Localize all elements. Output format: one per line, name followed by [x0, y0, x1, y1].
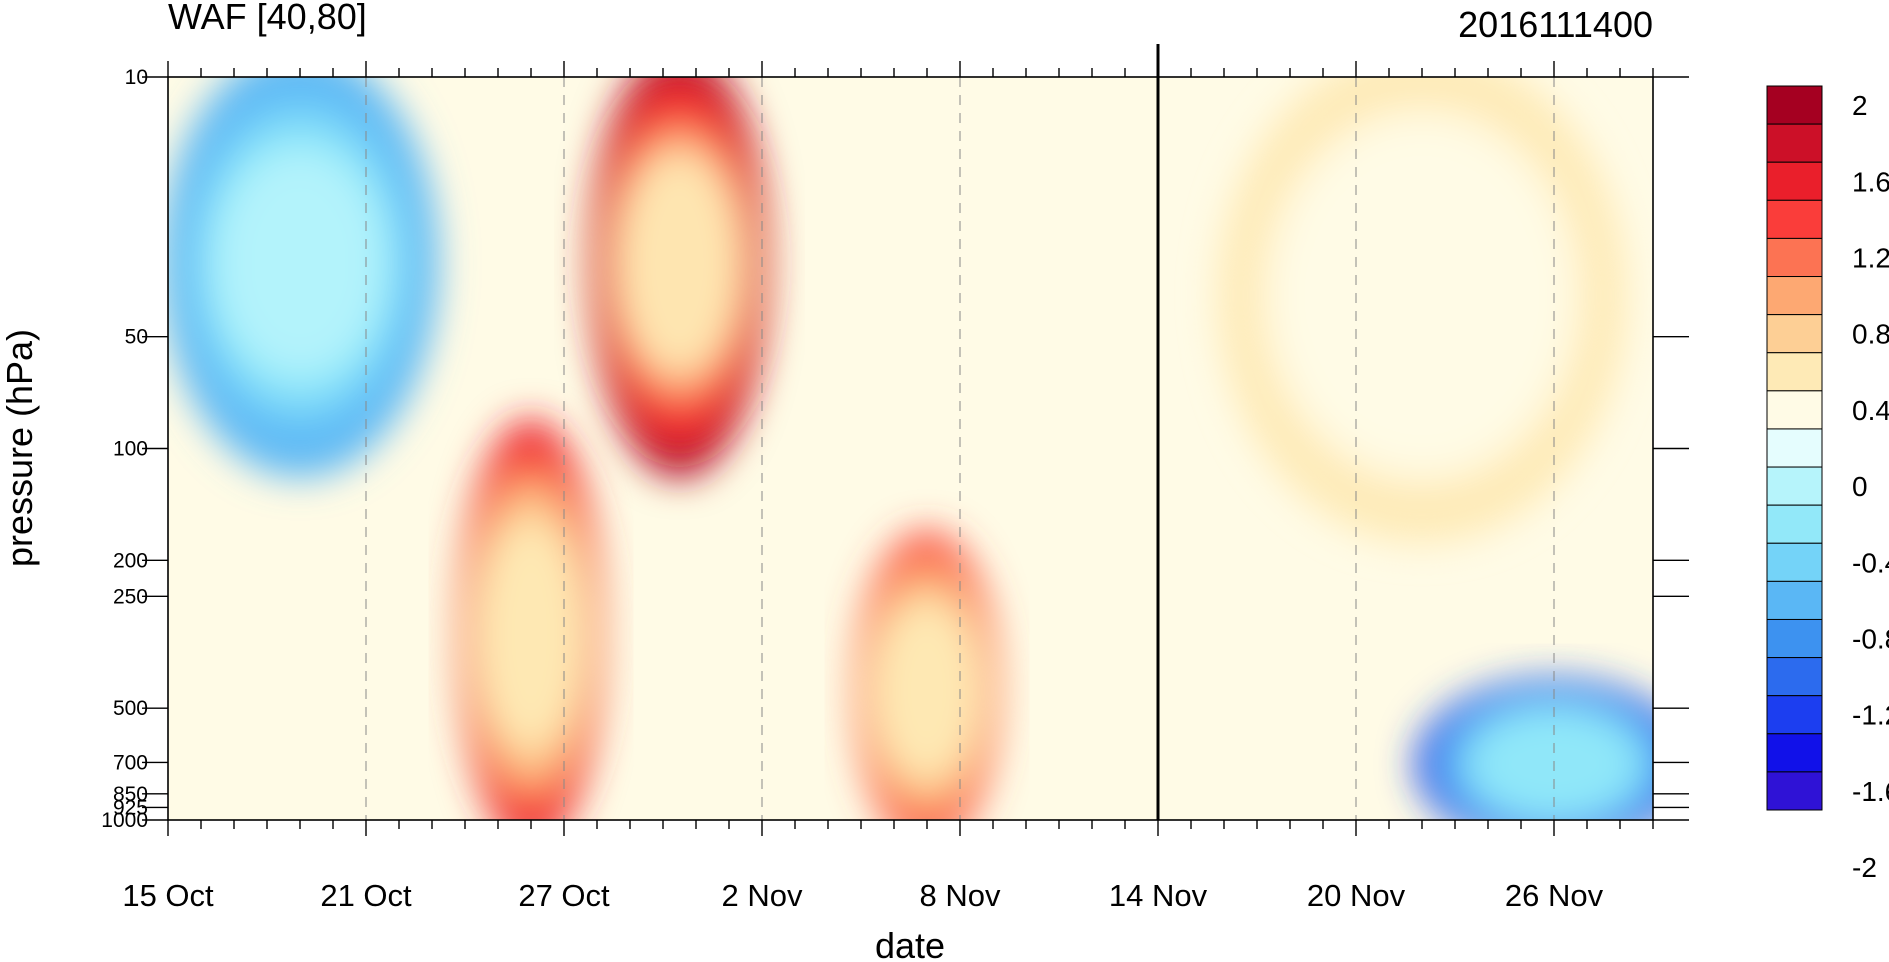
- colorbar-swatch: [1766, 618, 1823, 659]
- contour-field: [168, 77, 1653, 820]
- colorbar-swatch: [1766, 466, 1823, 506]
- y-tick-label: 700: [113, 751, 148, 774]
- x-tick-label: 26 Nov: [1505, 878, 1604, 913]
- colorbar: 2 1.6 1.2 0.8 0.4 0 -0.4 -0.8 -1.2 -1.6 -2: [1766, 85, 1889, 883]
- x-axis-label: date: [875, 925, 945, 962]
- colorbar-swatch: [1766, 504, 1823, 544]
- colorbar-swatch: [1766, 390, 1823, 430]
- colorbar-swatch: [1766, 85, 1823, 125]
- colorbar-label: 1.2: [1852, 242, 1889, 273]
- x-tick-label: 2 Nov: [722, 878, 803, 913]
- y-tick-label: 50: [125, 326, 148, 349]
- feature-positive-upper-right: [1217, 77, 1627, 544]
- colorbar-label: -0.4: [1852, 547, 1889, 578]
- colorbar-swatch: [1766, 733, 1823, 773]
- colorbar-swatch: [1766, 657, 1823, 697]
- colorbar-label: 2: [1852, 90, 1868, 121]
- y-tick-label: 925: [113, 796, 148, 819]
- x-tick-label: 21 Oct: [320, 878, 412, 913]
- feature-positive-mid-nov: [854, 530, 1000, 820]
- colorbar-label: -1.2: [1852, 700, 1889, 731]
- y-tick-label: 850: [113, 783, 148, 806]
- colorbar-label: 0.4: [1852, 395, 1889, 426]
- y-tick-label: 1000: [101, 809, 148, 832]
- x-tick-label: 14 Nov: [1109, 878, 1208, 913]
- chart-title: WAF [40,80]: [168, 0, 367, 37]
- x-axis: 15 Oct 21 Oct 27 Oct 2 Nov 8 Nov 14 Nov 20 Nov…: [122, 61, 1654, 913]
- feature-negative-upper-left: [168, 77, 439, 479]
- y-tick-label: 250: [113, 585, 148, 608]
- colorbar-label: 0.8: [1852, 319, 1889, 350]
- y-tick-label: 100: [113, 438, 148, 461]
- chart-subtitle: 2016111400: [1458, 4, 1653, 45]
- colorbar-label: 0: [1852, 471, 1868, 502]
- colorbar-swatch: [1766, 314, 1823, 354]
- colorbar-swatch: [1766, 161, 1823, 201]
- y-axis-label: pressure (hPa): [0, 329, 40, 567]
- colorbar-swatch: [1766, 123, 1823, 163]
- feature-strong-positive-core: [590, 77, 769, 479]
- feature-negative-lower-right: [1415, 678, 1653, 820]
- x-tick-label: 8 Nov: [920, 878, 1001, 913]
- y-tick-label: 200: [113, 549, 148, 572]
- colorbar-swatch: [1766, 199, 1823, 239]
- colorbar-label: 1.6: [1852, 166, 1889, 197]
- y-tick-label: 500: [113, 697, 148, 720]
- colorbar-swatch: [1766, 542, 1823, 582]
- colorbar-swatch: [1766, 352, 1823, 392]
- colorbar-swatch: [1766, 695, 1823, 735]
- x-tick-label: 20 Nov: [1307, 878, 1406, 913]
- plot-area: [167, 44, 1654, 821]
- x-tick-label: 15 Oct: [122, 878, 214, 913]
- colorbar-swatch: [1766, 771, 1823, 811]
- x-tick-label: 27 Oct: [518, 878, 610, 913]
- feature-positive-column-lower: [458, 418, 604, 820]
- colorbar-swatch: [1766, 237, 1823, 278]
- colorbar-swatch: [1766, 276, 1823, 316]
- colorbar-label: -2: [1852, 852, 1877, 883]
- colorbar-swatch: [1766, 428, 1823, 468]
- colorbar-label: -0.8: [1852, 624, 1889, 655]
- colorbar-label: -1.6: [1852, 776, 1889, 807]
- y-tick-label: 10: [125, 66, 148, 89]
- colorbar-swatch: [1766, 580, 1823, 620]
